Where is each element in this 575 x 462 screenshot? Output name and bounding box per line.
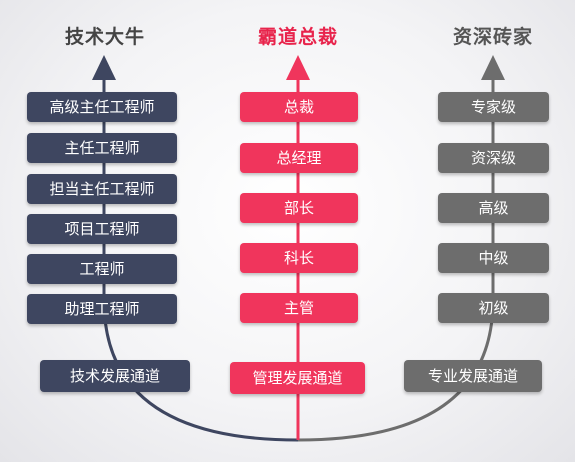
technical-level-5: 工程师 bbox=[27, 254, 177, 284]
management-title: 霸道总裁 bbox=[257, 26, 338, 48]
management-channel-label: 管理发展通道 bbox=[230, 362, 365, 394]
technical-level-2: 主任工程师 bbox=[27, 133, 177, 163]
professional-channel-label: 专业发展通道 bbox=[404, 360, 542, 392]
professional-level-2: 资深级 bbox=[438, 143, 549, 173]
technical-channel-label: 技术发展通道 bbox=[40, 360, 190, 392]
technical-level-3: 担当主任工程师 bbox=[27, 174, 177, 204]
technical-level-4: 项目工程师 bbox=[27, 214, 177, 244]
management-level-2: 总经理 bbox=[240, 143, 358, 173]
management-level-5: 主管 bbox=[240, 293, 358, 323]
professional-level-1: 专家级 bbox=[438, 92, 549, 122]
professional-title: 资深砖家 bbox=[452, 26, 533, 48]
professional-level-3: 高级 bbox=[438, 193, 549, 223]
technical-level-1: 高级主任工程师 bbox=[27, 92, 177, 122]
technical-level-6: 助理工程师 bbox=[27, 294, 177, 324]
professional-level-5: 初级 bbox=[438, 293, 549, 323]
professional-arrow-head bbox=[481, 55, 505, 80]
management-level-3: 部长 bbox=[240, 193, 358, 223]
professional-level-4: 中级 bbox=[438, 243, 549, 273]
management-level-1: 总裁 bbox=[240, 92, 358, 122]
management-level-4: 科长 bbox=[240, 243, 358, 273]
management-arrow-head bbox=[286, 55, 310, 80]
technical-arrow-head bbox=[92, 55, 116, 80]
technical-title: 技术大牛 bbox=[64, 26, 145, 48]
